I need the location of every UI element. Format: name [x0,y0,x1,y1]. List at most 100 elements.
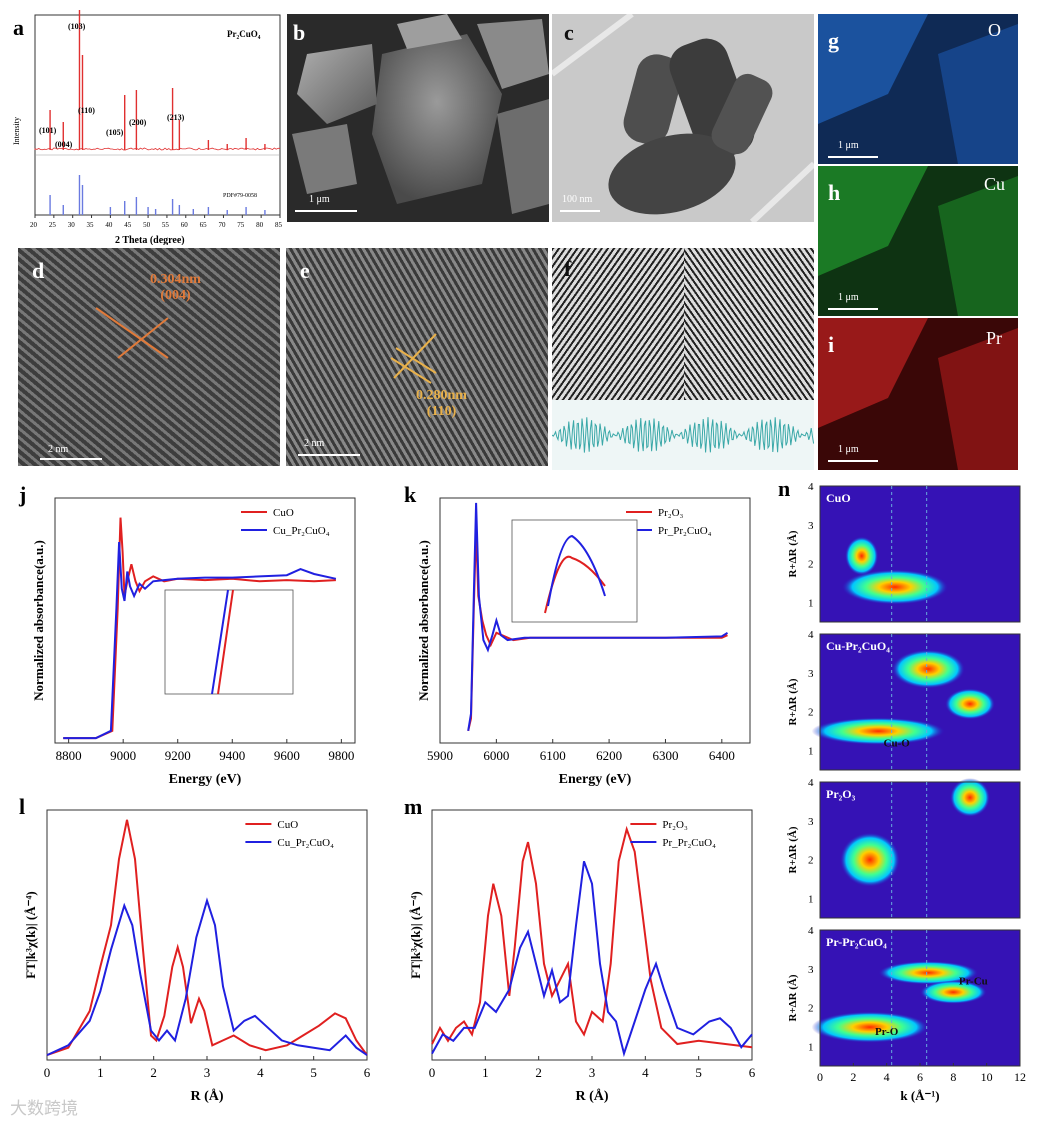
scale-bar-i [828,460,878,462]
x-axis-label: Energy (eV) [559,772,632,787]
xrd-tick-label: 75 [237,221,245,229]
y-axis-label: R+ΔR (Å) [787,974,799,1021]
x-tick-label: 5 [310,1065,317,1080]
panel-letter-i: i [828,332,834,358]
scale-text-h: 1 μm [838,292,859,303]
annotation-label: Pr-Cu [959,975,988,987]
fringe-profile [552,400,814,470]
xrd-tick-label: 85 [275,221,283,229]
panel-letter-a: a [13,15,24,40]
legend-label: CuO [273,507,294,519]
x-tick-label: 10 [981,1070,993,1084]
spacing-value-e: 0.280nm [416,388,467,404]
y-tick-label: 1 [808,746,814,758]
xrd-tick-label: 70 [218,221,226,229]
sem-particle [372,34,502,204]
heatmap-bg [820,930,1020,1066]
y-tick-label: 1 [808,894,814,906]
panel-letter-l: l [19,794,25,819]
x-tick-label: 3 [589,1065,596,1080]
watermark: 大数跨境 [10,1094,78,1119]
legend-label: Pr_Pr₂CuO₄ [658,525,712,537]
sem-particle [297,44,377,124]
x-tick-label: 6000 [483,748,509,763]
heatmap-blob [945,688,995,719]
xrd-tick-label: 40 [105,221,113,229]
xrd-tick-label: 65 [200,221,208,229]
exafs-chart-pr: 0 1 2 3 4 5 6R (Å)FT|k³χ(k)| (Å⁻⁴)mPr₂O₃Pr_Pr₂… [400,790,770,1120]
x-axis-label: Energy (eV) [169,772,242,787]
hrtem-image-e: e 0.280nm (110) 2 nm [286,248,548,466]
x-tick-label: 6200 [596,748,622,763]
series-line-1 [432,861,752,1053]
legend-label: Pr₂O₃ [662,819,688,831]
xrd-tick-label: 45 [124,221,132,229]
y-tick-label: 3 [808,668,814,680]
xrd-ref-label: PDF#79-0058 [223,193,257,199]
heatmap-blob [812,718,945,745]
plane-index-e: (110) [416,404,467,420]
panel-letter-e: e [300,258,310,284]
panel-letter-d: d [32,258,44,284]
legend-label: Cu_Pr₂CuO₄ [277,837,334,849]
eds-signal [818,318,928,428]
x-tick-label: 6400 [709,748,735,763]
subplot-title: CuO [826,491,851,505]
y-tick-label: 3 [808,816,814,828]
xrd-tick-label: 20 [30,221,38,229]
xrd-xticks: 20 25 30 35 40 45 50 55 60 65 70 75 80 85 [30,215,283,229]
x-tick-label: 8800 [56,748,82,763]
x-tick-label: 9400 [219,748,245,763]
xrd-tick-label: 30 [68,221,76,229]
y-tick-label: 2 [808,559,814,571]
lattice-marker [394,334,436,378]
annotation-label: Pr-O [875,1026,899,1038]
y-tick-label: 1 [808,598,814,610]
xrd-compound: Pr₂CuO₄ [227,29,261,39]
annotation-label: Cu-O [884,738,911,750]
x-tick-label: 6300 [652,748,678,763]
sem-particle [292,124,357,194]
scale-text-b: 1 μm [309,194,330,205]
x-axis-label: R (Å) [190,1088,223,1104]
scale-bar-g [828,156,878,158]
xanes-chart-cu: 8800 9000 9200 9400 9600 9800 Energy (eV) Norma… [15,478,375,798]
heatmap-blob [812,1012,929,1043]
x-tick-label: 0 [817,1070,823,1084]
element-label-cu: Cu [984,174,1005,195]
panel-letter-j: j [18,482,26,507]
eds-signal [938,328,1018,470]
lattice-marker [96,308,168,358]
y-tick-label: 4 [808,629,814,641]
y-tick-label: 1 [808,1042,814,1054]
eds-signal [938,176,1018,316]
hrtem-image-d: d 0.304nm (004) 2 nm [18,248,280,466]
inset-frame [165,590,293,694]
subplot-title: Pr₂O₃ [826,787,856,801]
y-tick-label: 4 [808,481,814,493]
legend-label: Pr_Pr₂CuO₄ [662,837,716,849]
xrd-tick-label: 50 [143,221,151,229]
xrd-ylabel: Intensity [12,117,21,145]
heatmap-blob [845,537,878,576]
x-tick-label: 6100 [540,748,566,763]
scale-text-d: 2 nm [48,444,68,455]
y-axis-label: FT|k³χ(k)| (Å⁻⁴) [23,891,38,978]
xanes-chart-pr: 5900 6000 6100 6200 6300 6400 Energy (eV) Norma… [400,478,770,798]
y-axis-label: Normalized absorbance(a.u.) [416,540,431,701]
tem-grid [752,164,814,222]
y-tick-label: 2 [808,855,814,867]
heatmap-blob [892,650,965,689]
fringe-wave-line [552,417,814,453]
peak-101: (101) [39,126,57,135]
peak-103: (103) [68,22,86,31]
x-tick-label: 9600 [274,748,300,763]
scale-text-e: 2 nm [304,438,324,449]
peak-110: (110) [78,106,95,115]
subplot-title: Pr-Pr₂CuO₄ [826,935,887,949]
legend-label: CuO [277,819,298,831]
y-tick-label: 3 [808,520,814,532]
lattice-marker [391,358,431,383]
panel-letter-k: k [404,482,417,507]
x-axis-label: k (Å⁻¹) [900,1088,939,1103]
